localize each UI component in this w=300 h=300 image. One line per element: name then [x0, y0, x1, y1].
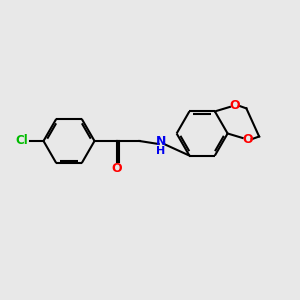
- Text: Cl: Cl: [16, 134, 28, 148]
- Text: H: H: [156, 146, 166, 156]
- Text: O: O: [230, 99, 240, 112]
- Text: N: N: [156, 135, 166, 148]
- Text: O: O: [112, 162, 122, 175]
- Text: O: O: [242, 133, 253, 146]
